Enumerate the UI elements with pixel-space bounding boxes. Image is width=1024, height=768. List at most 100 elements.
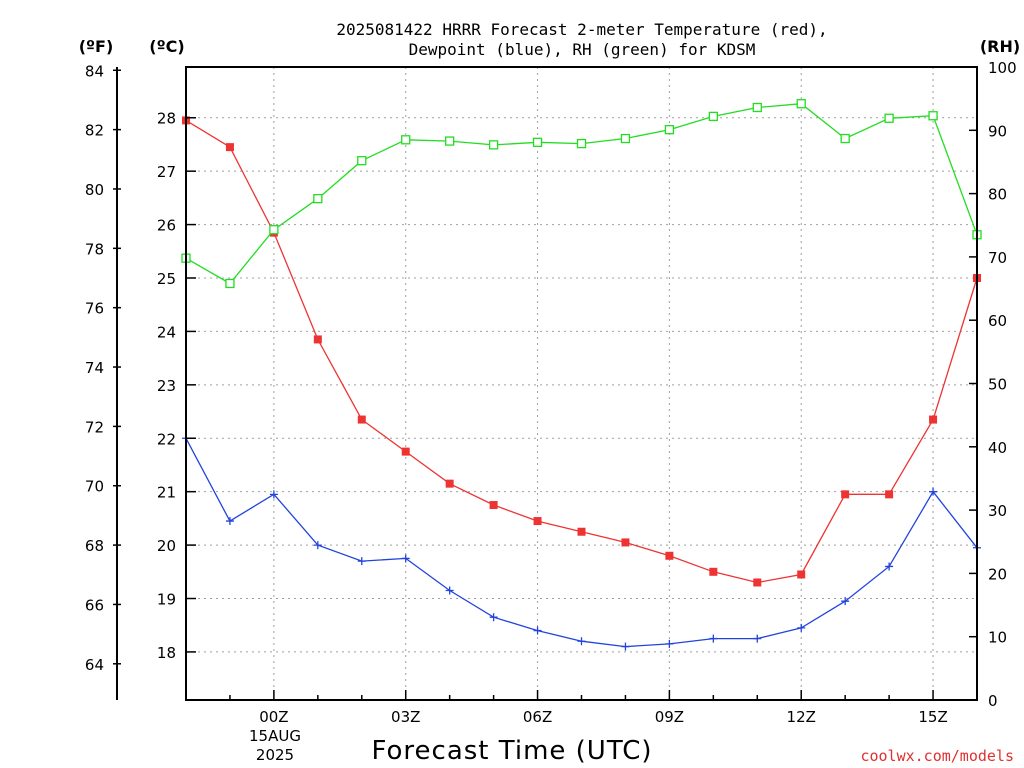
data-point xyxy=(664,125,675,135)
data-point xyxy=(445,479,454,488)
fahrenheit-tick-label: 72 xyxy=(85,418,104,436)
data-point xyxy=(489,501,498,510)
fahrenheit-tick-label: 68 xyxy=(85,537,104,555)
rh-tick-label: 20 xyxy=(988,565,1007,583)
fahrenheit-tick-label: 76 xyxy=(85,300,104,318)
rh-tick-label: 50 xyxy=(988,376,1007,394)
x-tick-label: 06Z xyxy=(523,708,552,726)
data-point xyxy=(885,490,894,499)
date-label-year: 2025 xyxy=(256,746,294,764)
data-point xyxy=(841,490,850,499)
celsius-tick-label: 28 xyxy=(157,110,176,128)
date-label-day: 15AUG xyxy=(249,727,301,745)
data-point xyxy=(665,639,674,648)
celsius-tick-label: 18 xyxy=(157,644,176,662)
series-line xyxy=(185,103,978,285)
fahrenheit-tick-label: 80 xyxy=(85,181,104,199)
rh-tick-label: 70 xyxy=(988,249,1007,267)
data-point xyxy=(928,111,938,121)
data-point xyxy=(445,586,454,595)
data-point xyxy=(621,538,630,547)
rh-tick-label: 10 xyxy=(988,629,1007,647)
rh-tick-label: 100 xyxy=(988,59,1017,77)
series-2 xyxy=(181,99,982,289)
rh-tick-label: 40 xyxy=(988,439,1007,457)
data-point xyxy=(665,551,674,560)
data-point xyxy=(445,136,455,146)
rh-tick-label: 0 xyxy=(988,692,998,710)
data-point xyxy=(401,554,410,563)
data-point xyxy=(753,578,762,587)
data-point xyxy=(708,111,718,122)
celsius-tick-label: 27 xyxy=(157,163,176,181)
data-point xyxy=(401,135,411,145)
data-point xyxy=(489,613,498,622)
data-point xyxy=(797,570,806,579)
celsius-tick-label: 21 xyxy=(157,484,176,502)
series-line xyxy=(185,437,978,648)
data-point xyxy=(401,447,410,456)
data-point xyxy=(620,133,631,144)
fahrenheit-tick-label: 64 xyxy=(85,656,104,674)
data-point xyxy=(488,140,499,150)
axis-layer: 00Z 03Z 06Z 09Z 12Z 15Z 18 19 20 21 22 23 24 25 26 27 28… xyxy=(85,59,1017,726)
data-point xyxy=(269,225,279,235)
data-point xyxy=(533,626,542,635)
rh-axis-label: (RH) xyxy=(980,37,1020,56)
data-point xyxy=(752,102,762,113)
data-point xyxy=(576,138,587,149)
data-point xyxy=(929,415,938,424)
data-point xyxy=(532,137,543,147)
data-point xyxy=(225,278,235,289)
celsius-tick-label: 25 xyxy=(157,270,176,288)
data-point xyxy=(841,597,850,606)
rh-tick-label: 30 xyxy=(988,502,1007,520)
fahrenheit-axis-label: (ºF) xyxy=(79,37,114,56)
data-point xyxy=(313,335,322,344)
rh-tick-label: 90 xyxy=(988,122,1007,140)
data-point xyxy=(884,113,894,123)
data-point xyxy=(577,527,586,536)
x-tick-label: 03Z xyxy=(391,708,420,726)
data-point xyxy=(885,562,894,571)
data-point xyxy=(621,642,630,651)
x-axis-title: Forecast Time (UTC) xyxy=(371,736,652,766)
fahrenheit-tick-label: 66 xyxy=(85,596,104,614)
data-point xyxy=(709,634,718,643)
x-tick-label: 00Z xyxy=(259,708,288,726)
series-layer xyxy=(181,99,982,651)
fahrenheit-tick-label: 70 xyxy=(85,478,104,496)
x-tick-label: 15Z xyxy=(918,708,947,726)
chart-title-line-1: 2025081422 HRRR Forecast 2-meter Tempera… xyxy=(336,20,827,39)
data-point xyxy=(533,517,542,526)
data-point xyxy=(269,490,278,499)
celsius-tick-label: 23 xyxy=(157,377,176,395)
grid-layer xyxy=(186,67,977,700)
data-point xyxy=(929,487,938,496)
celsius-tick-label: 22 xyxy=(157,430,176,448)
celsius-axis-label: (ºC) xyxy=(149,37,184,56)
fahrenheit-tick-label: 74 xyxy=(85,359,104,377)
data-point xyxy=(797,623,806,632)
fahrenheit-tick-label: 78 xyxy=(85,240,104,258)
celsius-tick-label: 26 xyxy=(157,217,176,235)
data-point xyxy=(357,156,367,166)
data-point xyxy=(313,541,322,550)
x-tick-label: 12Z xyxy=(787,708,816,726)
rh-tick-label: 80 xyxy=(988,186,1007,204)
x-tick-label: 09Z xyxy=(655,708,684,726)
data-point xyxy=(357,557,366,566)
data-point xyxy=(840,133,850,144)
data-point xyxy=(753,634,762,643)
series-line xyxy=(185,119,978,584)
rh-tick-label: 60 xyxy=(988,312,1007,330)
data-point xyxy=(225,517,234,526)
data-point xyxy=(225,143,234,152)
data-point xyxy=(709,567,718,576)
fahrenheit-tick-label: 84 xyxy=(85,62,104,80)
data-point xyxy=(357,415,366,424)
celsius-tick-label: 24 xyxy=(157,323,176,341)
data-point xyxy=(577,637,586,646)
fahrenheit-tick-label: 82 xyxy=(85,122,104,140)
